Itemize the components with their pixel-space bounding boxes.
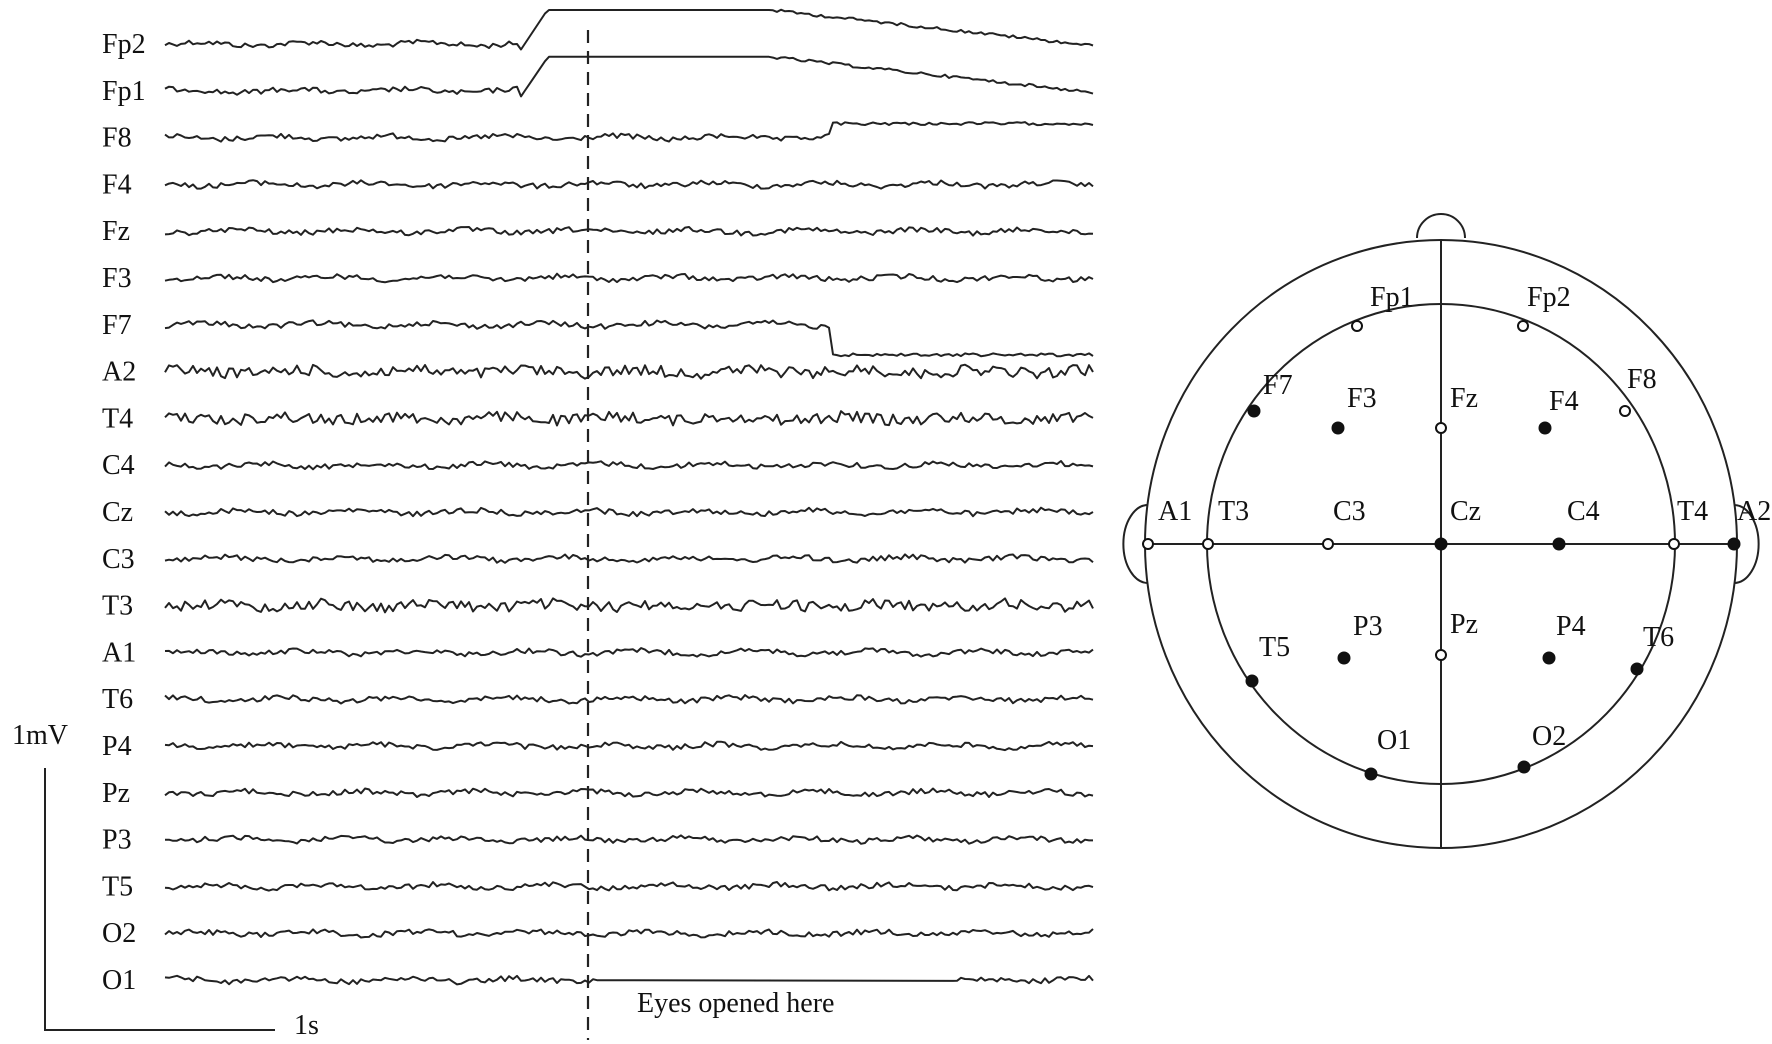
channel-label: Fz bbox=[102, 216, 130, 247]
eeg-trace-f7 bbox=[164, 319, 1094, 358]
electrode-label: Pz bbox=[1450, 609, 1478, 640]
electrode-label: A2 bbox=[1737, 496, 1771, 527]
electrode-label: T4 bbox=[1677, 496, 1708, 527]
eeg-trace-p3 bbox=[164, 834, 1093, 845]
channel-label: A1 bbox=[102, 637, 136, 668]
electrode-pz bbox=[1435, 649, 1447, 661]
channel-label: T4 bbox=[102, 403, 133, 434]
eeg-trace-t3 bbox=[164, 597, 1094, 614]
eeg-trace-pz bbox=[164, 787, 1094, 798]
eeg-trace-o2 bbox=[164, 928, 1094, 939]
electrode-label: T3 bbox=[1218, 496, 1249, 527]
eeg-trace-fp1 bbox=[164, 55, 1094, 98]
channel-labels: Fp2 Fp1 F8 F4 Fz F3 F7 A2 T4 C4 Cz C3 T3 A1 T6 P4 Pz P3 T5… bbox=[102, 29, 146, 996]
left-ear bbox=[1122, 504, 1149, 584]
electrode-label: A1 bbox=[1158, 496, 1192, 527]
electrode-fp1 bbox=[1351, 320, 1363, 332]
electrode-t3 bbox=[1202, 538, 1214, 550]
eeg-traces bbox=[164, 8, 1094, 986]
electrode-label: C4 bbox=[1567, 496, 1600, 527]
channel-label: F7 bbox=[102, 310, 132, 341]
eeg-trace-fp2 bbox=[164, 8, 1094, 51]
electrode-label: Fp2 bbox=[1527, 282, 1571, 313]
eeg-trace-c4 bbox=[164, 460, 1094, 471]
electrode-label: T5 bbox=[1259, 632, 1290, 663]
channel-label: F8 bbox=[102, 123, 132, 154]
channel-label: T5 bbox=[102, 871, 133, 902]
electrode-label: P4 bbox=[1556, 611, 1586, 642]
electrode-label: F3 bbox=[1347, 383, 1377, 414]
channel-label: A2 bbox=[102, 357, 136, 388]
eeg-trace-f8 bbox=[164, 121, 1094, 143]
channel-label: C4 bbox=[102, 450, 135, 481]
eeg-trace-fz bbox=[164, 226, 1094, 237]
electrode-o1 bbox=[1364, 767, 1378, 781]
channel-label: Fp1 bbox=[102, 76, 146, 107]
eeg-trace-f3 bbox=[164, 272, 1094, 284]
scale-bar: 1mV 1s bbox=[12, 720, 319, 1041]
eeg-trace-cz bbox=[164, 506, 1094, 518]
electrode-label: P3 bbox=[1353, 611, 1383, 642]
electrode-a2 bbox=[1727, 537, 1741, 551]
electrode-label: F4 bbox=[1549, 386, 1579, 417]
electrode-label: O2 bbox=[1532, 721, 1566, 752]
scale-amplitude-label: 1mV bbox=[12, 720, 68, 751]
eeg-trace-t4 bbox=[164, 410, 1094, 427]
electrode-label: O1 bbox=[1377, 725, 1411, 756]
electrode-label: F8 bbox=[1627, 364, 1657, 395]
eeg-trace-c3 bbox=[164, 553, 1094, 564]
eeg-trace-a1 bbox=[164, 647, 1094, 658]
electrode-c3 bbox=[1322, 538, 1334, 550]
scale-bar-lines bbox=[44, 768, 275, 1031]
channel-label: O1 bbox=[102, 965, 136, 996]
channel-label: Cz bbox=[102, 497, 133, 528]
scale-time-label: 1s bbox=[294, 1010, 319, 1041]
channel-label: O2 bbox=[102, 918, 136, 949]
channel-label: Fp2 bbox=[102, 29, 146, 60]
eyes-opened-label: Eyes opened here bbox=[637, 988, 834, 1019]
electrode-f8 bbox=[1619, 405, 1631, 417]
electrode-p4 bbox=[1542, 651, 1556, 665]
electrode-label: Fp1 bbox=[1370, 282, 1414, 313]
eeg-trace-t5 bbox=[164, 881, 1094, 892]
electrode-t6 bbox=[1630, 662, 1644, 676]
eeg-trace-f4 bbox=[164, 179, 1094, 190]
nose bbox=[1416, 213, 1466, 239]
electrode-a1 bbox=[1142, 538, 1154, 550]
electrode-label: C3 bbox=[1333, 496, 1366, 527]
electrodes: Fp1 Fp2 F7 F3 Fz F4 F8 A1 T3 C3 Cz C4 T4 A2 T5 P3 Pz P4 T6… bbox=[1142, 282, 1771, 781]
channel-label: T6 bbox=[102, 684, 133, 715]
eeg-trace-p4 bbox=[164, 740, 1094, 752]
right-ear bbox=[1733, 504, 1760, 584]
electrode-f7 bbox=[1247, 404, 1261, 418]
electrode-t5 bbox=[1245, 674, 1259, 688]
electrode-label: Cz bbox=[1450, 496, 1481, 527]
channel-label: F4 bbox=[102, 169, 132, 200]
channel-label: P3 bbox=[102, 825, 132, 856]
electrode-o2 bbox=[1517, 760, 1531, 774]
channel-label: Pz bbox=[102, 778, 130, 809]
electrode-montage-head: Fp1 Fp2 F7 F3 Fz F4 F8 A1 T3 C3 Cz C4 T4 A2 T5 P3 Pz P4 T6… bbox=[1122, 213, 1771, 849]
electrode-fz bbox=[1435, 422, 1447, 434]
channel-label: C3 bbox=[102, 544, 135, 575]
eeg-trace-o1 bbox=[164, 974, 1094, 986]
electrode-c4 bbox=[1552, 537, 1566, 551]
electrode-f4 bbox=[1538, 421, 1552, 435]
electrode-label: F7 bbox=[1263, 370, 1293, 401]
electrode-fp2 bbox=[1517, 320, 1529, 332]
electrode-f3 bbox=[1331, 421, 1345, 435]
eeg-trace-t6 bbox=[164, 694, 1094, 705]
eeg-trace-a2 bbox=[164, 363, 1094, 380]
electrode-t4 bbox=[1668, 538, 1680, 550]
electrode-p3 bbox=[1337, 651, 1351, 665]
channel-label: F3 bbox=[102, 263, 132, 294]
electrode-label: T6 bbox=[1643, 622, 1674, 653]
eeg-trace-panel: Fp2 Fp1 F8 F4 Fz F3 F7 A2 T4 C4 Cz C3 T3 A1 T6 P4 Pz P3 T5… bbox=[12, 8, 1094, 1041]
electrode-label: Fz bbox=[1450, 383, 1478, 414]
electrode-cz bbox=[1434, 537, 1448, 551]
channel-label: P4 bbox=[102, 731, 132, 762]
channel-label: T3 bbox=[102, 591, 133, 622]
